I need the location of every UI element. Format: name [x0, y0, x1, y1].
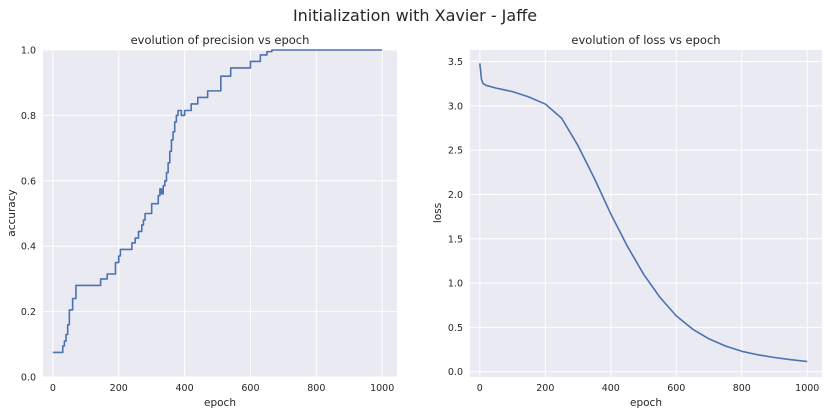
loss-x-tick-label: 600 [667, 383, 685, 394]
precision-x-tick-label: 600 [241, 383, 259, 394]
loss-y-tick-label: 0.5 [448, 323, 463, 334]
figure-title: Initialization with Xavier - Jaffe [293, 6, 537, 25]
loss-y-tick-label: 2.0 [448, 190, 463, 201]
loss-ticks: 0 200 400 600 800 1000 0.0 0.5 1.0 1.5 2.0 2.5 3.0 3.… [448, 57, 819, 394]
loss-series-line [479, 63, 808, 363]
precision-y-tick-label: 0.4 [21, 242, 36, 253]
precision-chart: 0 200 400 600 800 1000 0.0 0.2 0.4 0.6 0.8 1.0 evol… [6, 33, 397, 409]
precision-x-tick-label: 200 [110, 383, 128, 394]
precision-y-tick-label: 1.0 [21, 46, 36, 57]
precision-x-tick-label: 800 [307, 383, 325, 394]
precision-ticks: 0 200 400 600 800 1000 0.0 0.2 0.4 0.6 0.8 1.0 [21, 46, 394, 395]
loss-x-tick-label: 0 [477, 383, 483, 394]
precision-x-tick-label: 0 [50, 383, 56, 394]
loss-chart-title: evolution of loss vs epoch [571, 33, 720, 47]
precision-y-tick-label: 0.8 [21, 111, 36, 122]
precision-grid [43, 49, 397, 378]
precision-plot-area [43, 50, 397, 377]
precision-y-tick-label: 0.2 [21, 307, 36, 318]
precision-x-axis-label: epoch [204, 397, 236, 409]
loss-x-tick-label: 400 [602, 383, 620, 394]
loss-y-axis-label: loss [432, 203, 444, 223]
precision-x-tick-label: 1000 [370, 383, 394, 394]
loss-x-axis-label: epoch [630, 397, 662, 409]
precision-y-tick-label: 0.0 [21, 373, 36, 384]
loss-y-tick-label: 1.5 [448, 234, 463, 245]
precision-y-axis-label: accuracy [6, 189, 18, 236]
loss-y-tick-label: 3.5 [448, 57, 463, 68]
loss-chart: 0 200 400 600 800 1000 0.0 0.5 1.0 1.5 2.0 2.5 3.0 3.… [432, 33, 822, 409]
precision-x-tick-label: 400 [176, 383, 194, 394]
precision-series-line [52, 49, 383, 354]
loss-x-tick-label: 200 [536, 383, 554, 394]
loss-y-tick-label: 0.0 [448, 367, 463, 378]
loss-x-tick-label: 1000 [795, 383, 819, 394]
loss-y-tick-label: 1.0 [448, 279, 463, 290]
loss-x-tick-label: 800 [733, 383, 751, 394]
precision-chart-title: evolution of precision vs epoch [131, 33, 310, 47]
precision-y-tick-label: 0.6 [21, 176, 36, 187]
loss-plot-area [470, 50, 822, 377]
loss-y-tick-label: 2.5 [448, 146, 463, 157]
loss-y-tick-label: 3.0 [448, 101, 463, 112]
